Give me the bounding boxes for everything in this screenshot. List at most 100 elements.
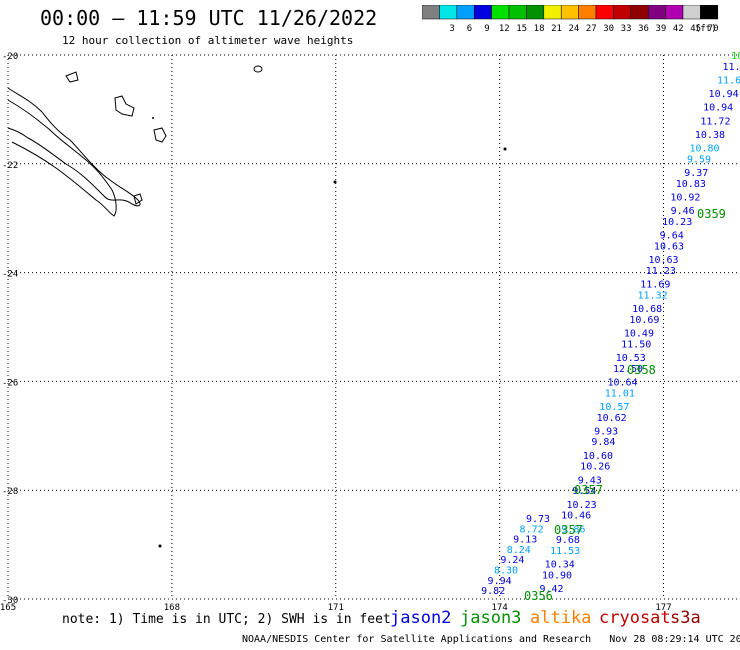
coastline <box>7 65 507 548</box>
swh-value-label: 9.94 <box>488 576 512 587</box>
colorbar-tick-label: 15 <box>516 24 527 34</box>
swh-value-label: 10.60 <box>583 451 613 462</box>
swh-value-label: 11.6 <box>717 75 740 86</box>
swh-value-label: 10.83 <box>676 179 706 190</box>
swh-value-label: 11.01 <box>605 388 635 399</box>
colorbar-tick-label: 12 <box>499 24 510 34</box>
swh-value-label: 8.24 <box>507 545 531 556</box>
satellite-jason2: jason2 <box>390 608 452 628</box>
swh-value-label: 10.62 <box>597 413 627 424</box>
swh-value-label: 12.50 <box>613 364 643 375</box>
new-caledonia-reef <box>7 99 117 217</box>
swh-value-label: 9.84 <box>591 437 615 448</box>
pass-time-label: 0356 <box>524 589 553 603</box>
swh-value-label: 9.54 <box>572 486 596 497</box>
colorbar-tick-label: 27 <box>586 24 597 34</box>
swh-value-label: 9.82 <box>481 586 505 597</box>
swh-value-label: 11.50 <box>621 339 651 350</box>
lifou-coast <box>153 127 167 143</box>
swh-value-label: 9.13 <box>513 535 537 546</box>
colorbar-tick-label: 6 <box>467 24 472 34</box>
swh-value-label: 10.90 <box>542 571 572 582</box>
swh-value-label: 10.34 <box>545 560 575 571</box>
colorbar-tick-label: 39 <box>655 24 666 34</box>
latitude-label: -20 <box>2 52 18 62</box>
generated-timestamp: Nov 28 08:29:14 UTC 2022 <box>609 634 740 645</box>
satellite-s3a: s3a <box>670 608 701 628</box>
swh-value-label: 10.94 <box>709 89 739 100</box>
longitude-label: 168 <box>164 603 180 613</box>
swh-value-label: 9.43 <box>578 475 602 486</box>
map-grid <box>7 54 740 600</box>
longitude-label: 171 <box>328 603 344 613</box>
satellite-jason3: jason3 <box>460 608 522 628</box>
swh-value-label: 10.63 <box>654 241 684 252</box>
swh-value-label: 10.23 <box>567 500 597 511</box>
swh-value-label: 10.26 <box>580 462 610 473</box>
colorbar-tick-label: 36 <box>638 24 649 34</box>
satellite-cryosat: cryosat <box>599 608 671 628</box>
colorbar-swatch <box>700 5 719 20</box>
swh-value-label: 10.57 <box>599 402 629 413</box>
latitude-label: -30 <box>2 596 18 606</box>
colorbar-tick-label: 33 <box>621 24 632 34</box>
latitude-label: -24 <box>2 270 18 280</box>
longitude-label: 174 <box>492 603 508 613</box>
swh-value-label: 10.46 <box>561 511 591 522</box>
colorbar-tick-label: 70 <box>708 24 719 34</box>
page-subtitle: 12 hour collection of altimeter wave hei… <box>62 34 354 47</box>
new-caledonia-coast <box>7 87 141 207</box>
latitude-label: -28 <box>2 487 18 497</box>
colorbar-tick-label: 9 <box>484 24 489 34</box>
colorbar-tick-label: 30 <box>603 24 614 34</box>
swh-value-label: 10.69 <box>629 315 659 326</box>
swh-value-label: 11.23 <box>646 266 676 277</box>
longitude-labels: 165 168 171 174 177 <box>0 603 672 613</box>
footer-credit: NOAA/NESDIS Center for Satellite Applica… <box>242 634 740 645</box>
swh-value-label: 9.37 <box>684 168 708 179</box>
credit-org: NOAA/NESDIS Center for Satellite Applica… <box>242 634 592 645</box>
colorbar-tick-label: 45 <box>690 24 701 34</box>
island-small-d <box>152 117 154 119</box>
colorbar-tick-label: 18 <box>534 24 545 34</box>
swh-value-label: 8.72 <box>520 524 544 535</box>
colorbar-tick-label: 3 <box>449 24 454 34</box>
swh-value-label: 8.30 <box>494 566 518 577</box>
pass-time-label: 0358 <box>627 363 656 377</box>
mare-coast <box>133 193 143 205</box>
satellite-altika: altika <box>530 608 592 628</box>
swh-value-label: 10.23 <box>662 217 692 228</box>
longitude-label: 177 <box>655 603 671 613</box>
island-small-a <box>503 147 507 151</box>
colorbar-tick-label: 24 <box>568 24 579 34</box>
wave-height-colorbar: 3 6 9 12 15 18 21 24 27 30 33 36 39 42 45 70(ft) <box>422 5 719 34</box>
swh-value-label: 9.59 <box>687 154 711 165</box>
belep-islands <box>65 71 79 83</box>
colorbar-tick-label: 21 <box>551 24 562 34</box>
swh-value-label: 9.42 <box>539 584 563 595</box>
swh-value-label: 10.80 <box>689 143 719 154</box>
swh-value-label: 10.92 <box>670 192 700 203</box>
swh-value-label: 11.6 <box>722 62 740 73</box>
swh-value-label: 9.64 <box>660 231 684 242</box>
island-small-c <box>158 544 162 548</box>
loyalty-islands-coast <box>114 95 135 117</box>
footer-note: note: 1) Time is in UTC; 2) SWH is in fe… <box>62 612 391 627</box>
swh-values-lower-track: 9.738.729.138.249.248.309.949.82 <box>481 514 550 597</box>
pass-time-label: 0357 <box>574 483 603 497</box>
swh-value-label: 9.46 <box>671 206 695 217</box>
colorbar-unit: (ft) <box>695 24 717 34</box>
latitude-label: -26 <box>2 378 18 388</box>
island-small-b <box>333 180 337 184</box>
swh-value-label: 10.38 <box>695 130 725 141</box>
swh-value-label: 11.32 <box>638 290 668 301</box>
swh-value-label: 10.64 <box>607 377 637 388</box>
swh-value-label: 11.69 <box>640 279 670 290</box>
swh-values: 1011.611.610.9410.9411.7210.3810.809.599… <box>539 51 740 595</box>
swh-value-label: 9.73 <box>526 514 550 525</box>
swh-value-label: 9.93 <box>594 426 618 437</box>
swh-value-label: 11.72 <box>700 116 730 127</box>
swh-value-label: 10.49 <box>624 328 654 339</box>
pass-time-labels: 0359 0358 0357 0357 0356 <box>524 207 726 603</box>
